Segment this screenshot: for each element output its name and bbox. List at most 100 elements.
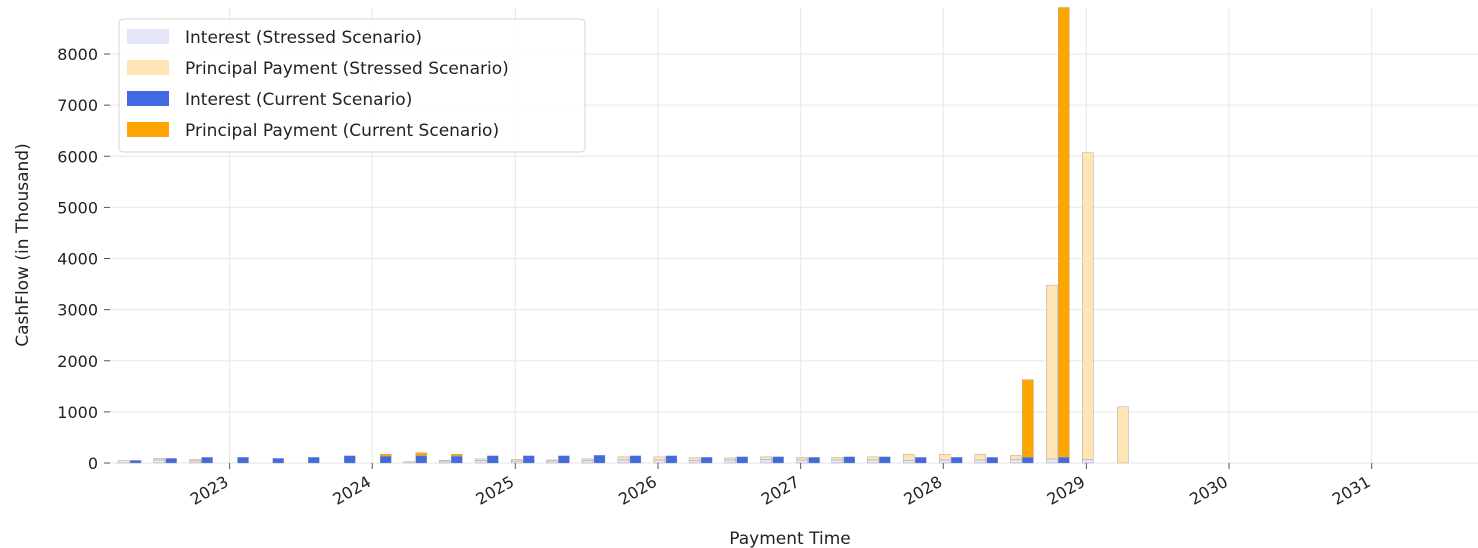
bar-stressed-interest xyxy=(403,461,415,464)
legend-label: Interest (Current Scenario) xyxy=(185,90,412,110)
bar-stressed-principal xyxy=(1010,455,1022,460)
bar-current-interest xyxy=(415,455,427,464)
bar-current-interest xyxy=(1022,457,1034,464)
bar-current-interest xyxy=(808,457,820,464)
bar-stressed-principal xyxy=(439,460,451,462)
bar-stressed-interest xyxy=(117,460,130,464)
bar-stressed-principal xyxy=(581,458,594,461)
bar-stressed-interest xyxy=(511,460,523,464)
legend-swatch xyxy=(127,60,169,75)
y-tick-label: 7000 xyxy=(57,96,98,115)
legend-swatch xyxy=(127,29,169,44)
y-tick-label: 8000 xyxy=(57,45,98,64)
bar-stressed-interest xyxy=(974,459,987,464)
bar-stressed-principal xyxy=(617,456,630,461)
bar-current-interest xyxy=(523,455,535,464)
bar-current-interest xyxy=(700,457,713,464)
bar-stressed-principal xyxy=(724,457,736,461)
legend-swatch xyxy=(127,91,169,106)
bar-stressed-interest xyxy=(939,459,951,464)
bar-stressed-principal xyxy=(939,454,951,461)
bar-current-principal xyxy=(1022,379,1034,458)
x-tick-label: 2031 xyxy=(1329,472,1374,509)
bar-stressed-principal xyxy=(153,458,165,461)
bar-current-interest xyxy=(951,457,963,464)
x-tick-label: 2029 xyxy=(1044,472,1089,509)
legend-label: Interest (Stressed Scenario) xyxy=(185,28,422,48)
y-axis-label: CashFlow (in Thousand) xyxy=(13,143,33,346)
y-tick-label: 2000 xyxy=(57,352,98,371)
bar-stressed-principal xyxy=(688,457,701,461)
legend: Interest (Stressed Scenario) Principal Pa… xyxy=(118,18,586,153)
bar-current-interest xyxy=(665,455,678,464)
bar-stressed-interest xyxy=(724,459,736,464)
bar-stressed-principal xyxy=(760,456,772,460)
bar-current-interest xyxy=(129,460,142,464)
legend-label: Principal Payment (Current Scenario) xyxy=(185,121,499,141)
bar-current-interest xyxy=(772,456,784,464)
x-tick-label: 2025 xyxy=(473,472,518,509)
bar-stressed-interest xyxy=(688,460,701,464)
bar-stressed-principal xyxy=(546,459,558,462)
bar-current-principal xyxy=(1058,7,1070,458)
bar-stressed-principal xyxy=(974,454,987,461)
bars xyxy=(117,7,1129,464)
bar-current-interest xyxy=(379,456,392,464)
y-tick-label: 5000 xyxy=(57,198,98,217)
bar-stressed-interest xyxy=(439,460,451,464)
bar-stressed-interest xyxy=(831,459,843,464)
bar-current-interest xyxy=(1058,457,1070,464)
bar-current-principal xyxy=(379,454,392,457)
bar-stressed-interest xyxy=(153,459,165,464)
bar-stressed-interest xyxy=(1010,459,1022,464)
bar-stressed-principal xyxy=(903,454,915,461)
bar-current-interest xyxy=(558,455,570,464)
y-tick-label: 1000 xyxy=(57,403,98,422)
bar-stressed-principal xyxy=(796,457,808,461)
bar-current-principal xyxy=(451,454,463,457)
y-tick-label: 0 xyxy=(88,454,98,473)
bar-current-interest xyxy=(201,457,213,464)
bar-stressed-interest xyxy=(653,459,666,464)
bar-current-interest xyxy=(879,456,891,464)
bar-stressed-principal xyxy=(1082,152,1094,460)
bar-stressed-interest xyxy=(475,460,487,464)
bar-current-interest xyxy=(451,456,463,464)
bar-current-interest xyxy=(593,455,606,464)
bar-stressed-interest xyxy=(581,460,594,464)
bar-stressed-interest xyxy=(189,460,201,464)
bar-stressed-interest xyxy=(546,460,558,464)
x-axis-label: Payment Time xyxy=(729,529,850,548)
bar-stressed-principal xyxy=(1046,284,1058,460)
x-tick-label: 2023 xyxy=(187,472,232,509)
bar-current-interest xyxy=(915,457,927,464)
bar-current-interest xyxy=(237,457,249,464)
legend-swatch xyxy=(127,122,169,137)
bar-current-interest xyxy=(344,455,356,464)
bar-current-interest xyxy=(272,458,284,464)
bar-current-interest xyxy=(843,456,855,464)
bar-stressed-principal xyxy=(831,457,843,461)
bar-current-interest xyxy=(736,456,748,464)
bar-stressed-interest xyxy=(1082,459,1094,464)
bar-stressed-principal xyxy=(475,458,487,461)
bar-stressed-principal xyxy=(653,456,666,461)
y-axis: 0 1000 2000 3000 4000 5000 6000 7000 8000 xyxy=(57,45,110,473)
bar-stressed-interest xyxy=(796,459,808,464)
bar-current-interest xyxy=(986,457,999,464)
bar-stressed-interest xyxy=(760,459,772,464)
bar-stressed-interest xyxy=(867,459,879,464)
legend-frame xyxy=(118,18,586,153)
bar-stressed-principal xyxy=(867,456,879,461)
y-tick-label: 3000 xyxy=(57,301,98,320)
bar-current-interest xyxy=(629,455,642,464)
bar-current-interest xyxy=(487,455,499,464)
bar-stressed-principal xyxy=(511,459,523,462)
x-tick-label: 2024 xyxy=(330,472,375,509)
bar-current-interest xyxy=(165,458,177,464)
x-axis: 2023 2024 2025 2026 2027 2028 2029 2030 2031 xyxy=(187,463,1374,509)
x-tick-label: 2027 xyxy=(758,472,803,509)
bar-current-principal xyxy=(415,452,427,457)
x-tick-label: 2028 xyxy=(901,472,946,509)
